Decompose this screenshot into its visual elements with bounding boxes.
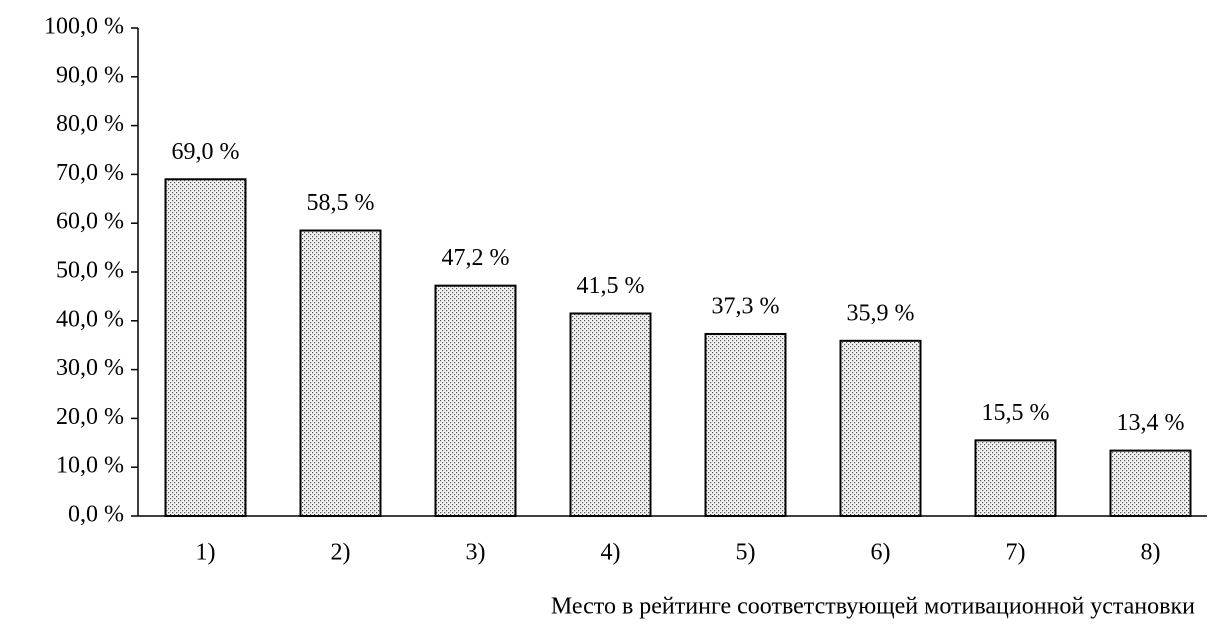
value-label: 13,4 % <box>1117 410 1185 436</box>
y-tick-label: 70,0 % <box>56 160 124 186</box>
x-tick-label: 6) <box>871 540 891 566</box>
x-axis-label: Место в рейтинге соответствующей мотивац… <box>551 594 1195 620</box>
bar <box>704 332 787 518</box>
x-tick-label: 8) <box>1141 540 1161 566</box>
bar <box>839 339 922 518</box>
y-tick-label: 60,0 % <box>56 209 124 235</box>
y-tick-label: 50,0 % <box>56 258 124 284</box>
y-tick-label: 100,0 % <box>44 14 124 40</box>
bar <box>164 178 247 517</box>
value-label: 15,5 % <box>982 400 1050 426</box>
x-tick-label: 5) <box>736 540 756 566</box>
y-tick-label: 30,0 % <box>56 355 124 381</box>
x-tick-label: 1) <box>196 540 216 566</box>
value-label: 41,5 % <box>577 273 645 299</box>
y-tick-label: 80,0 % <box>56 111 124 137</box>
bar <box>434 284 517 517</box>
y-tick-label: 90,0 % <box>56 62 124 88</box>
x-tick-label: 7) <box>1006 540 1026 566</box>
y-tick-label: 40,0 % <box>56 306 124 332</box>
y-tick-label: 0,0 % <box>68 502 124 528</box>
x-tick-label: 2) <box>331 540 351 566</box>
y-tick-label: 10,0 % <box>56 453 124 479</box>
value-label: 58,5 % <box>307 190 375 216</box>
value-label: 47,2 % <box>442 245 510 271</box>
value-label: 35,9 % <box>847 300 915 326</box>
x-tick-label: 4) <box>601 540 621 566</box>
bar <box>1109 449 1192 517</box>
value-label: 37,3 % <box>712 293 780 319</box>
y-tick-label: 20,0 % <box>56 404 124 430</box>
bar <box>569 312 652 518</box>
value-label: 69,0 % <box>172 139 240 165</box>
x-tick-label: 3) <box>466 540 486 566</box>
bar <box>299 229 382 518</box>
bar <box>974 439 1057 517</box>
